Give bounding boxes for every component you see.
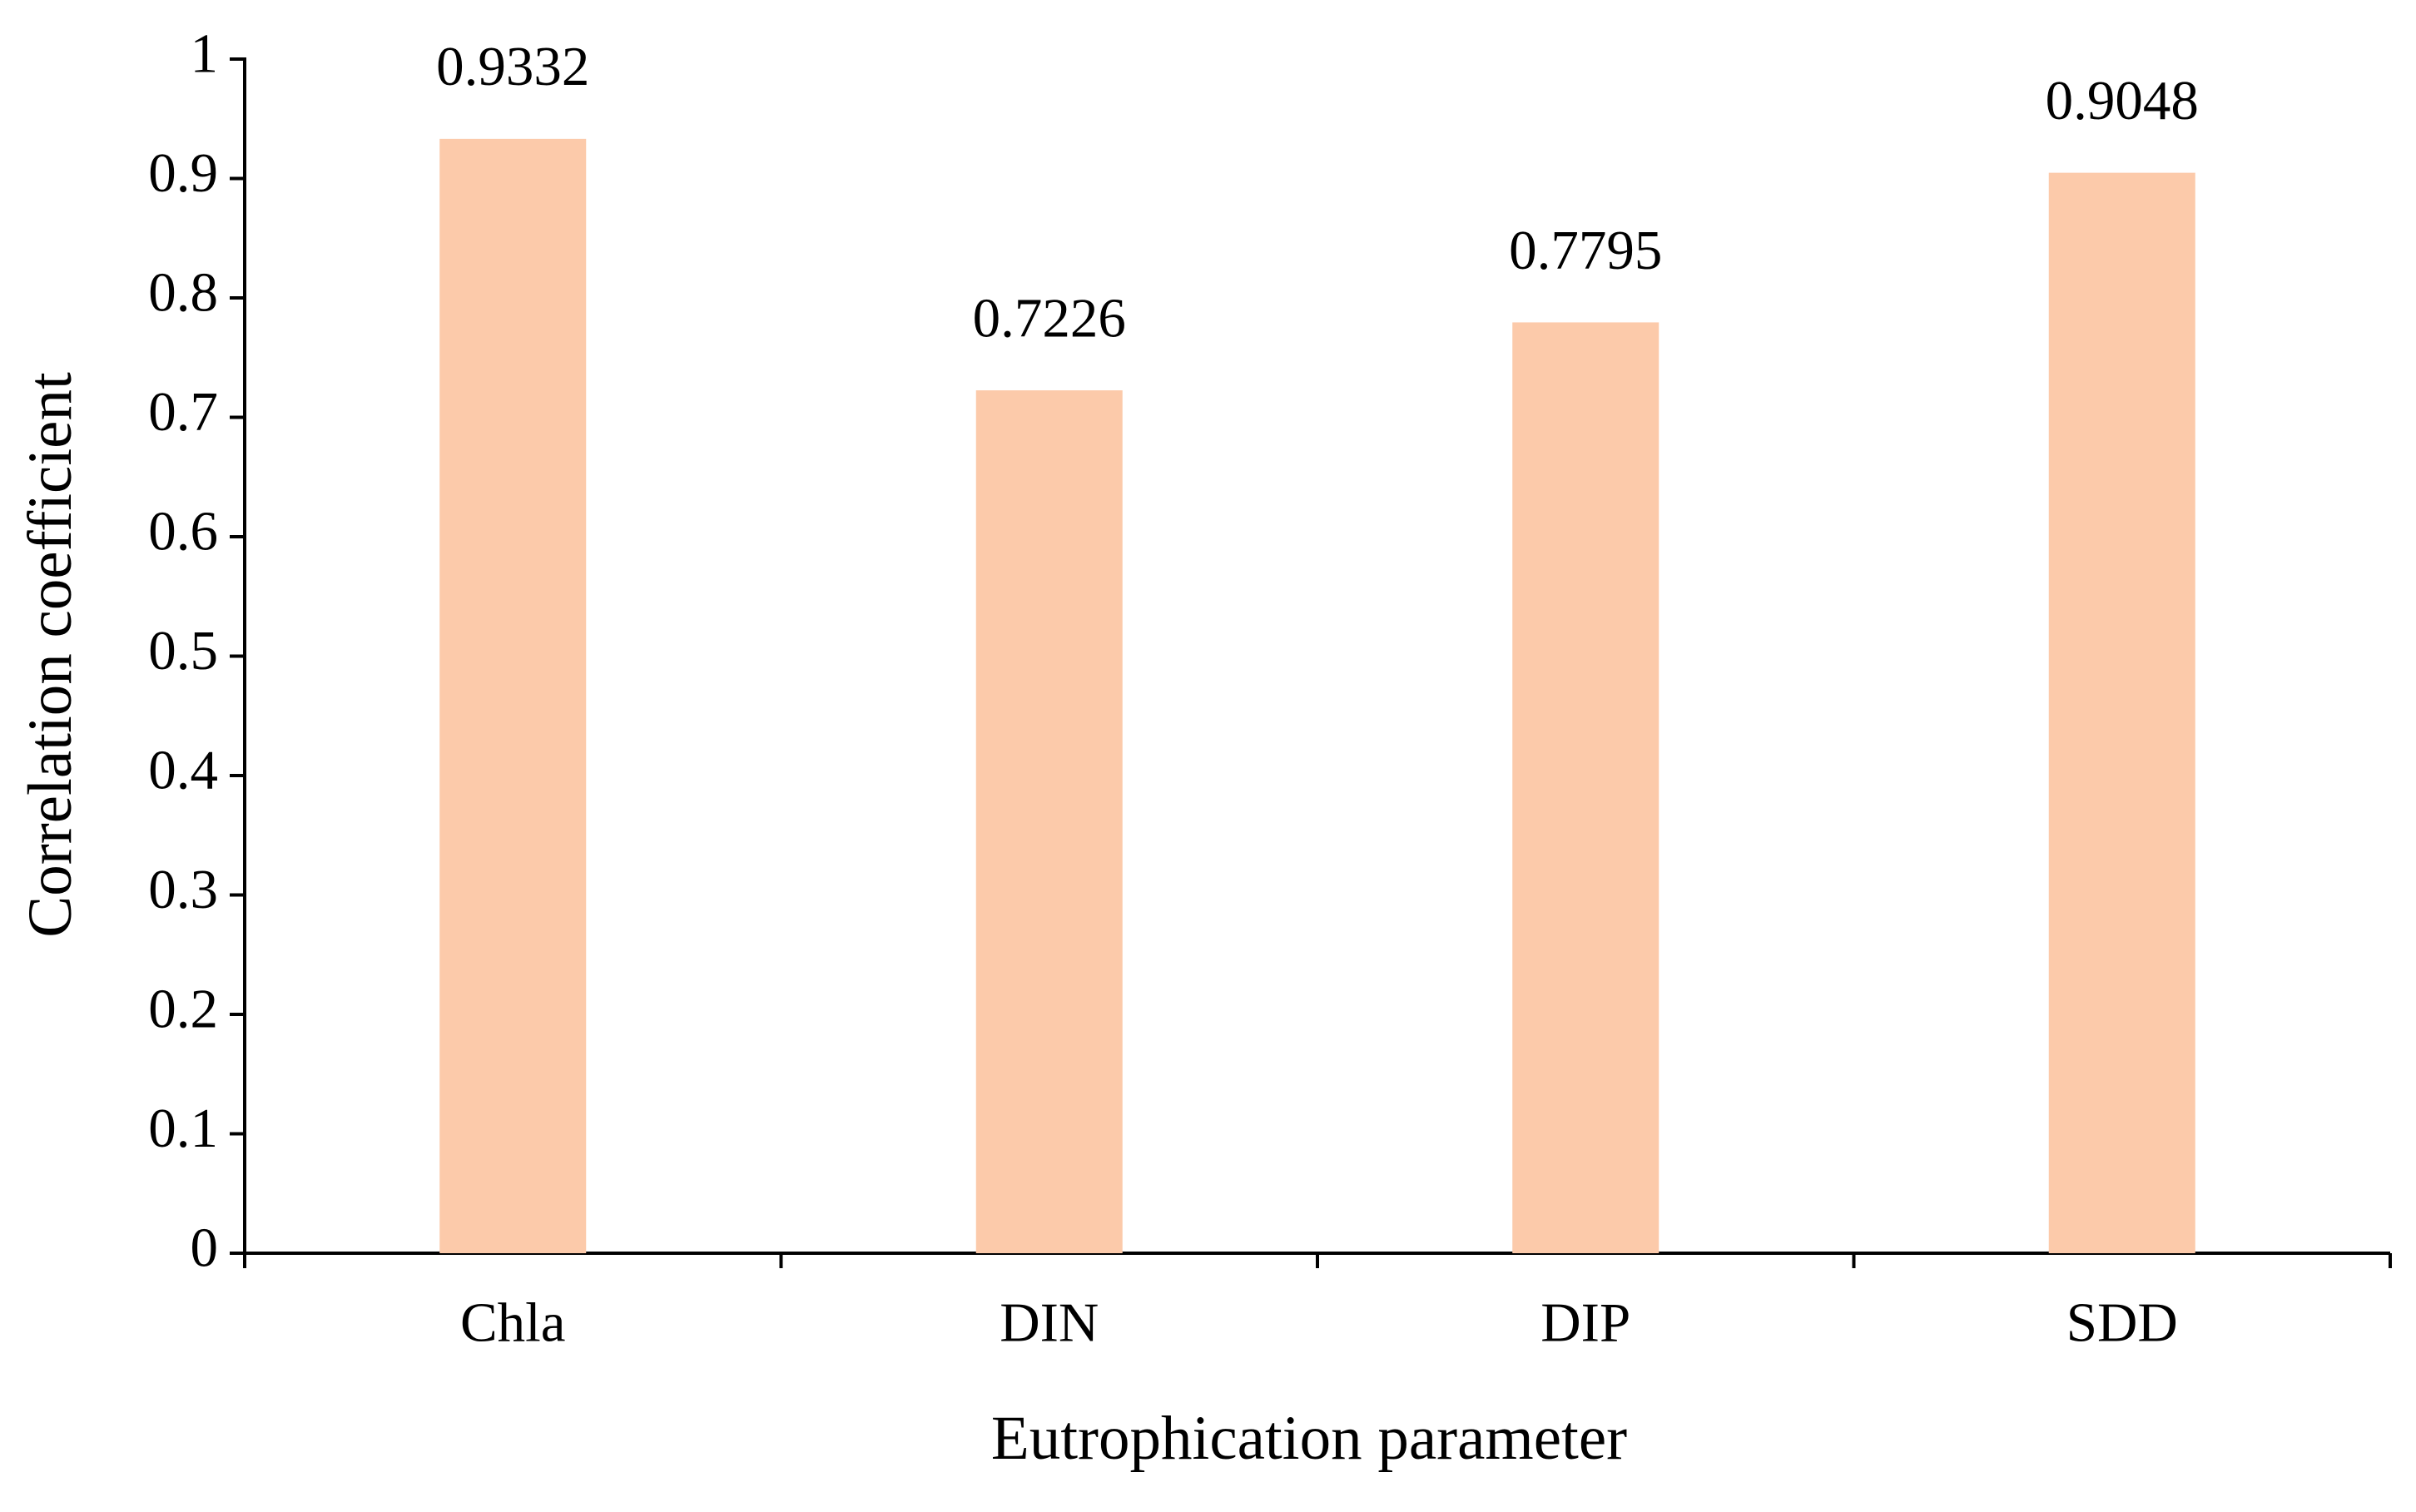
- y-tick-label: 0.7: [148, 381, 218, 443]
- bar: [975, 390, 1123, 1254]
- y-tick-label: 0.2: [148, 978, 218, 1039]
- y-tick-label: 0.8: [148, 261, 218, 323]
- x-tick-label: SDD: [2066, 1291, 2178, 1353]
- y-tick-label: 0.3: [148, 859, 218, 920]
- x-axis-label: Eutrophication parameter: [991, 1404, 1627, 1473]
- y-tick-label: 1: [191, 22, 219, 84]
- y-tick-label: 0: [191, 1217, 219, 1278]
- bar: [439, 138, 587, 1253]
- x-tick-label: DIN: [1000, 1291, 1099, 1353]
- bar: [2048, 172, 2195, 1253]
- value-label: 0.7795: [1509, 220, 1662, 281]
- y-tick-label: 0.6: [148, 500, 218, 562]
- x-tick-label: Chla: [460, 1291, 566, 1353]
- x-tick-label: DIP: [1540, 1291, 1630, 1353]
- y-axis-label: Correlation coefficient: [16, 372, 85, 938]
- y-tick-label: 0.4: [148, 739, 218, 801]
- value-label: 0.9332: [436, 36, 589, 97]
- value-label: 0.9048: [2046, 70, 2199, 131]
- bar: [1512, 322, 1659, 1254]
- value-label: 0.7226: [973, 287, 1126, 349]
- y-tick-label: 0.5: [148, 620, 218, 682]
- y-tick-label: 0.9: [148, 142, 218, 204]
- y-tick-label: 0.1: [148, 1098, 218, 1159]
